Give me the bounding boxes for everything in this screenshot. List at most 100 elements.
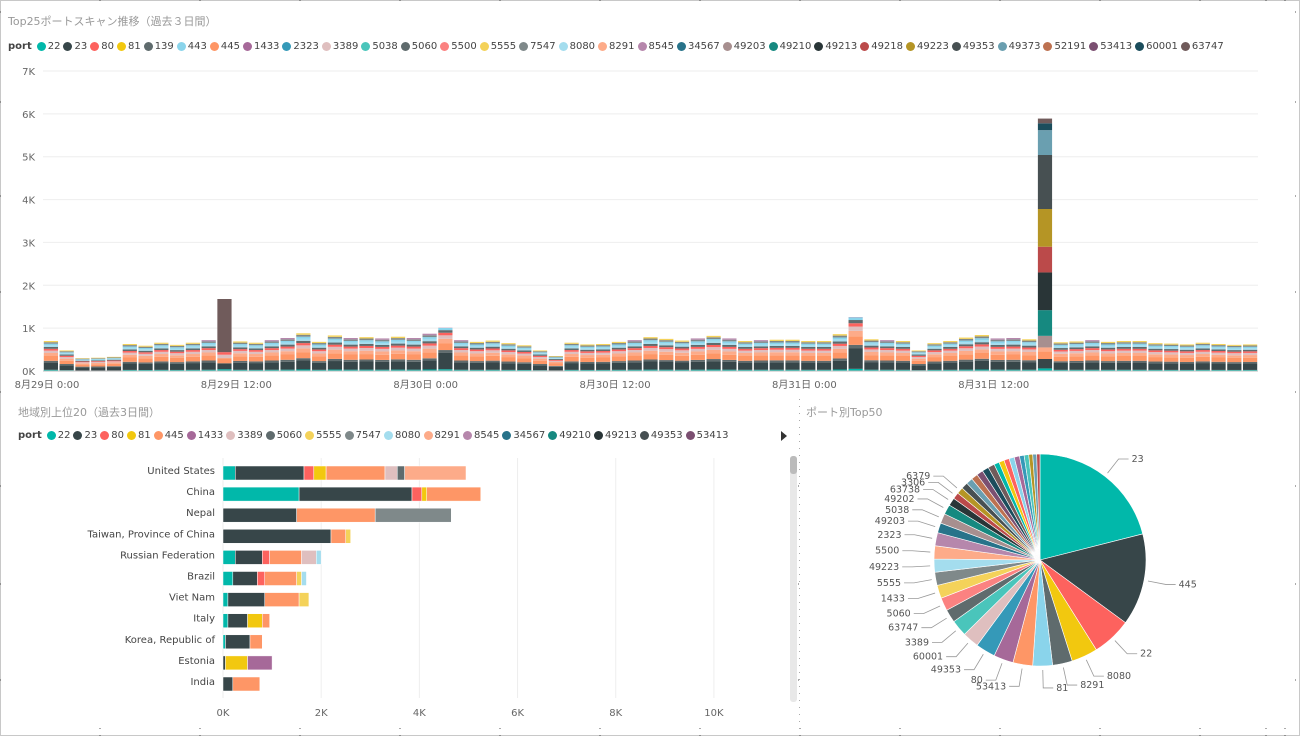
bar-segment-5060[interactable]: [848, 320, 863, 324]
bar-segment-80[interactable]: [91, 361, 106, 362]
bar-segment-8080[interactable]: [59, 353, 74, 355]
bar-segment-23[interactable]: [611, 362, 627, 370]
bar-segment-7547[interactable]: [75, 358, 90, 360]
bar-segment-8080[interactable]: [185, 346, 201, 349]
bar-segment-443[interactable]: [880, 342, 895, 345]
bar-segment-8291[interactable]: [233, 353, 248, 357]
bar-segment-8291[interactable]: [659, 351, 674, 355]
bar-segment-23[interactable]: [706, 361, 721, 370]
bar-segment-22[interactable]: [264, 369, 279, 371]
bar-segment-22[interactable]: [222, 613, 229, 628]
bar-segment-23[interactable]: [422, 360, 437, 370]
legend-item-49223[interactable]: 49223: [906, 41, 949, 52]
bar-segment-443[interactable]: [864, 342, 879, 344]
bar-segment-80[interactable]: [185, 350, 201, 352]
bar-segment-8080[interactable]: [1179, 348, 1195, 350]
bar-segment-8291[interactable]: [911, 358, 926, 361]
bar-segment-7547[interactable]: [864, 340, 879, 343]
bar-segment-445[interactable]: [138, 358, 153, 363]
bar-segment-8291[interactable]: [438, 338, 453, 344]
bar-segment-8080[interactable]: [264, 344, 279, 347]
column-18[interactable]: [327, 335, 343, 371]
bar-segment-8291[interactable]: [958, 350, 974, 355]
bar-segment-80[interactable]: [501, 350, 516, 353]
column-10[interactable]: [201, 340, 216, 371]
bar-segment-8291[interactable]: [501, 354, 516, 358]
bar-segment-445[interactable]: [517, 358, 532, 363]
bar-segment-139[interactable]: [91, 366, 106, 368]
bar-segment-139[interactable]: [1179, 361, 1195, 364]
bar-segment-443[interactable]: [1179, 346, 1195, 349]
bar-segment-22[interactable]: [1053, 369, 1068, 371]
bar-row[interactable]: [222, 592, 310, 607]
bar-segment-3389[interactable]: [201, 350, 216, 353]
bar-segment-5555[interactable]: [769, 339, 784, 341]
bar-segment-5060[interactable]: [264, 346, 279, 349]
legend-item-34567[interactable]: 34567: [676, 41, 720, 52]
bar-segment-445[interactable]: [185, 356, 201, 362]
bar-segment-3389[interactable]: [895, 350, 911, 353]
legend-item-53413[interactable]: 53413: [685, 430, 728, 441]
bar-segment-443[interactable]: [1085, 342, 1100, 345]
bar-segment-7547[interactable]: [738, 342, 753, 344]
bar-segment-7547[interactable]: [43, 342, 58, 344]
legend-item-1433[interactable]: 1433: [186, 430, 223, 441]
bar-segment-81[interactable]: [225, 655, 248, 671]
scrollbar-thumb[interactable]: [790, 456, 797, 474]
bar-segment-5060[interactable]: [958, 344, 974, 347]
bar-segment-7547[interactable]: [343, 339, 358, 341]
bar-segment-443[interactable]: [359, 340, 374, 342]
bar-segment-5555[interactable]: [154, 342, 169, 344]
bar-segment-22[interactable]: [217, 369, 232, 371]
bar-segment-443[interactable]: [43, 343, 58, 346]
bar-segment-443[interactable]: [816, 343, 832, 346]
bar-segment-7547[interactable]: [359, 338, 374, 341]
bar-segment-139[interactable]: [895, 360, 911, 363]
bar-segment-139[interactable]: [848, 344, 863, 349]
bar-segment-8080[interactable]: [75, 359, 90, 361]
bar-segment-8291[interactable]: [454, 352, 469, 356]
bar-segment-5060[interactable]: [390, 343, 406, 346]
column-60[interactable]: [990, 338, 1005, 371]
bar-segment-8080[interactable]: [580, 348, 595, 350]
bar-segment-8080[interactable]: [911, 353, 926, 355]
bar-segment-3389[interactable]: [548, 360, 563, 362]
bar-segment-23[interactable]: [222, 655, 226, 671]
bar-segment-22[interactable]: [769, 369, 784, 371]
bar-segment-23[interactable]: [264, 362, 279, 370]
bar-segment-445[interactable]: [426, 486, 481, 502]
bar-segment-3389[interactable]: [469, 351, 485, 354]
bar-segment-49213[interactable]: [1037, 272, 1053, 311]
bar-segment-23[interactable]: [469, 362, 485, 370]
bar-segment-443[interactable]: [248, 345, 264, 347]
column-69[interactable]: [1132, 341, 1147, 371]
bar-segment-5555[interactable]: [801, 341, 816, 343]
bar-segment-139[interactable]: [390, 359, 406, 362]
bar-segment-5060[interactable]: [801, 347, 816, 349]
bar-segment-5555[interactable]: [564, 342, 579, 344]
bar-segment-445[interactable]: [1116, 356, 1131, 361]
bar-segment-139[interactable]: [469, 361, 485, 363]
bar-segment-23[interactable]: [832, 360, 847, 370]
bar-row[interactable]: [222, 507, 452, 523]
bar-segment-23[interactable]: [1069, 362, 1084, 370]
bar-segment-8080[interactable]: [816, 345, 832, 347]
bar-segment-5060[interactable]: [170, 350, 185, 352]
bar-segment-23[interactable]: [864, 362, 879, 370]
bar-segment-8291[interactable]: [43, 353, 58, 356]
bar-segment-8080[interactable]: [611, 345, 627, 348]
bar-segment-7547[interactable]: [832, 335, 847, 338]
bar-segment-8080[interactable]: [958, 342, 974, 345]
bar-segment-8080[interactable]: [801, 345, 816, 347]
bar-segment-80[interactable]: [201, 348, 216, 351]
bar-segment-22[interactable]: [454, 369, 469, 371]
column-56[interactable]: [927, 343, 942, 371]
bar-segment-5060[interactable]: [138, 350, 153, 353]
bar-segment-8080[interactable]: [359, 341, 374, 344]
bar-segment-5060[interactable]: [185, 348, 201, 351]
bar-segment-8080[interactable]: [785, 344, 800, 346]
bar-segment-445[interactable]: [816, 356, 832, 361]
bar-segment-7547[interactable]: [59, 351, 74, 353]
bar-segment-22[interactable]: [627, 369, 642, 371]
column-39[interactable]: [659, 338, 674, 371]
